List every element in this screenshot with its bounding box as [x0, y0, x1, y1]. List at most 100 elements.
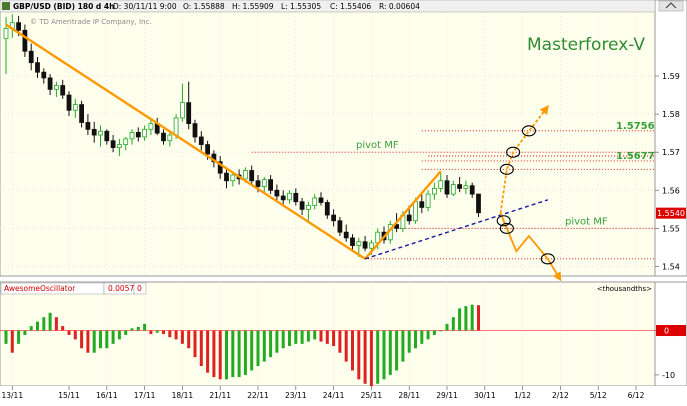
candle-body — [60, 85, 66, 96]
oscillator-bar — [237, 330, 241, 378]
oscillator-bar — [269, 330, 273, 358]
header-date: D: 30/11/11 9:00 — [113, 2, 177, 11]
price-tick-label: 1.56 — [662, 186, 680, 195]
oscillator-bar — [470, 304, 474, 331]
candle-body — [230, 174, 236, 182]
candle-body — [406, 214, 412, 222]
time-tick-label: 24/11 — [323, 391, 345, 400]
oscillator-bar — [445, 323, 449, 331]
header-close: C: 1.55406 — [330, 2, 371, 11]
candle-body — [66, 94, 72, 111]
candle-body — [35, 62, 40, 73]
oscillator-bar — [73, 330, 77, 340]
oscillator-bar — [206, 330, 210, 373]
oscillator-bar — [256, 330, 260, 367]
time-tick-label: 2/12 — [552, 391, 569, 400]
oscillator-bar — [225, 330, 228, 380]
oscillator-bar — [300, 330, 304, 344]
oscillator-bar — [262, 330, 266, 362]
oscillator-bar — [67, 330, 71, 335]
oscillator-bar — [363, 330, 367, 384]
candle-body — [280, 195, 286, 201]
candle-body — [457, 184, 463, 189]
candle-body — [362, 241, 368, 249]
oscillator-zero-tag-label: 0 — [664, 327, 669, 336]
oscillator-bar — [382, 330, 386, 380]
target-circle — [496, 215, 511, 227]
candle-body — [305, 205, 311, 210]
chart-header: GBP/USD (BID) 180 d 4h D: 30/11/11 9:00 … — [0, 0, 684, 13]
header-range: R: 0.00604 — [379, 2, 420, 11]
oscillator-bar — [426, 330, 430, 340]
candle-body — [450, 184, 456, 195]
time-tick-label: 28/11 — [398, 391, 420, 400]
oscillator-bar — [338, 330, 342, 353]
oscillator-bar — [281, 330, 285, 349]
price-tick-label: 1.59 — [662, 72, 680, 81]
candle-body — [356, 241, 362, 246]
candle-body — [249, 170, 255, 182]
target-circle — [499, 222, 514, 234]
trend-line — [5, 23, 366, 260]
candle-body — [331, 214, 337, 222]
candle-body — [192, 123, 198, 138]
target-circle — [540, 253, 555, 265]
oscillator-bar — [275, 330, 279, 353]
candle-body — [293, 192, 299, 203]
oscillator-bar — [155, 330, 159, 333]
candle-body — [268, 179, 274, 191]
candle-body — [312, 197, 318, 206]
oscillator-bar — [439, 330, 443, 332]
oscillator-bar — [180, 330, 184, 344]
chevron-up-icon — [665, 2, 677, 9]
oscillator-bar — [174, 330, 178, 340]
oscillator-bar — [193, 330, 197, 358]
oscillator-bar — [464, 306, 468, 331]
oscillator-bar — [376, 330, 380, 384]
oscillator-bar — [48, 312, 52, 331]
oscillator-bar — [111, 330, 115, 344]
candle-body — [22, 29, 28, 52]
oscillator-bar — [105, 330, 109, 349]
pivot-level-label: pivot MF — [565, 216, 608, 227]
candle-body — [104, 130, 110, 142]
oscillator-tick-label: -10 — [662, 371, 675, 380]
candle-body — [343, 231, 349, 239]
candle-body — [3, 27, 9, 40]
oscillator-bar — [117, 330, 121, 340]
scroll-up-button[interactable] — [658, 0, 684, 12]
oscillator-header: AwesomeOscillator 0.0057 0 <thousandths> — [0, 282, 652, 295]
candle-body — [469, 185, 475, 195]
candle-body — [72, 104, 78, 111]
oscillator-bar — [369, 330, 373, 386]
candle-body — [463, 185, 469, 189]
oscillator-bar — [288, 330, 291, 347]
time-tick-label: 18/11 — [172, 391, 194, 400]
candle-body — [98, 130, 103, 136]
oscillator-bar — [80, 330, 84, 349]
oscillator-bar — [36, 321, 39, 331]
candle-body — [16, 22, 22, 31]
oscillator-bar — [319, 330, 323, 342]
oscillator-bar — [294, 330, 298, 344]
candle-body — [205, 144, 211, 155]
candle-body — [337, 220, 343, 233]
candle-body — [79, 104, 84, 123]
chart-menu-icon[interactable] — [2, 2, 10, 10]
time-tick-label: 6/12 — [628, 391, 645, 400]
candle-body — [173, 117, 179, 136]
pivot-level-label: pivot MF — [356, 140, 399, 151]
oscillator-bar — [61, 326, 65, 331]
price-tick-label: 1.58 — [662, 110, 680, 119]
time-tick-label: 15/11 — [58, 391, 80, 400]
time-tick-label: 21/11 — [209, 391, 231, 400]
candle-body — [261, 179, 267, 187]
oscillator-bar — [54, 317, 58, 331]
time-tick-label: 17/11 — [134, 391, 156, 400]
candle-body — [476, 193, 481, 214]
candle-body — [54, 85, 59, 90]
candle-body — [117, 144, 122, 149]
candle-body — [28, 50, 34, 64]
oscillator-bar — [458, 308, 462, 331]
